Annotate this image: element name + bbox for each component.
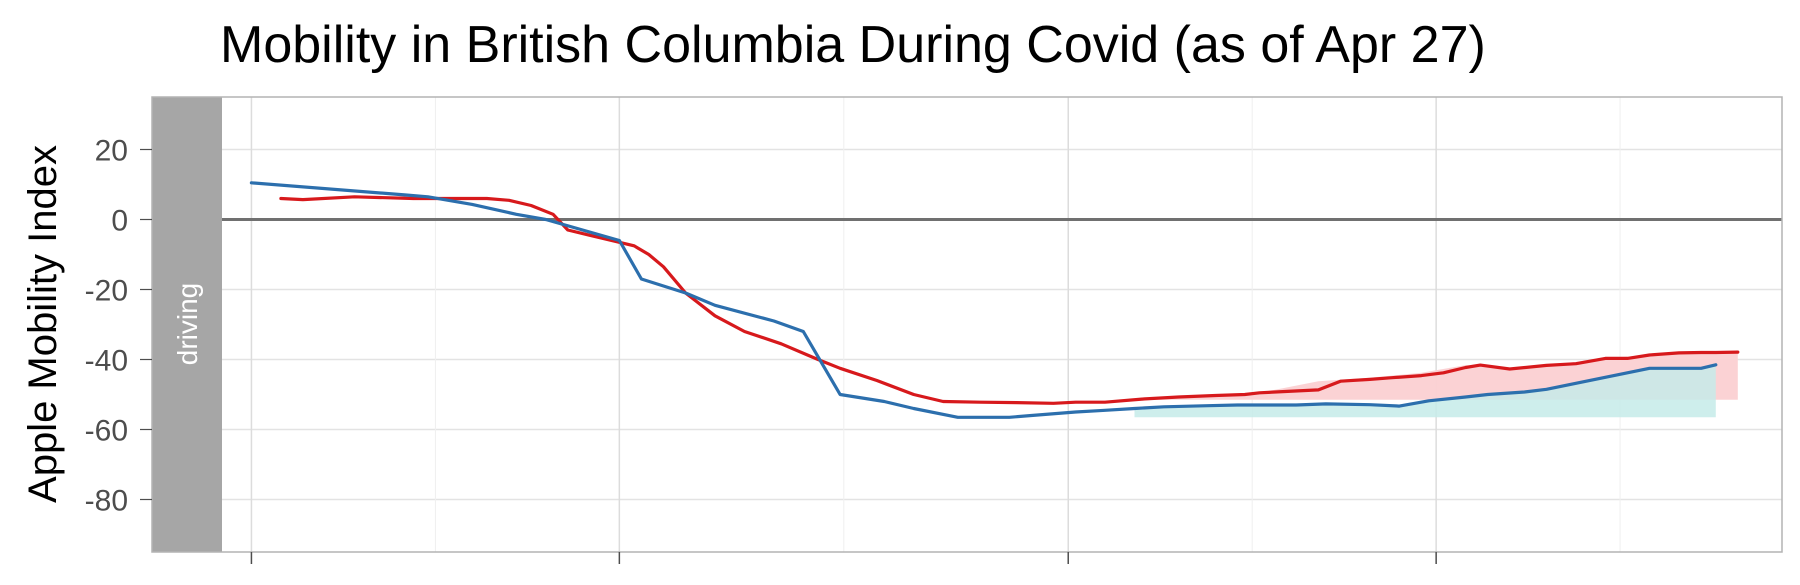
y-axis-label: Apple Mobility Index bbox=[21, 145, 65, 503]
ribbon-fill-2 bbox=[1134, 364, 1716, 418]
series-line-2 bbox=[249, 181, 1718, 419]
y-tick-label: -60 bbox=[85, 415, 128, 448]
ribbon-fills bbox=[1134, 352, 1738, 418]
plot-panel bbox=[222, 97, 1782, 552]
series-lines bbox=[249, 181, 1740, 419]
x-axis bbox=[250, 552, 1437, 564]
y-tick-label: 20 bbox=[95, 135, 128, 168]
facet-label: driving bbox=[172, 283, 203, 365]
y-tick-label: 0 bbox=[111, 205, 128, 238]
y-tick-label: -80 bbox=[85, 485, 128, 518]
chart-title: Mobility in British Columbia During Covi… bbox=[220, 16, 1486, 74]
panel-border bbox=[151, 96, 1783, 553]
facet-strip bbox=[152, 97, 222, 552]
y-tick-label: -40 bbox=[85, 345, 128, 378]
series-line-1 bbox=[279, 195, 1740, 405]
y-tick-label: -20 bbox=[85, 275, 128, 308]
y-axis: 20 0 -20 -40 -60 -80 bbox=[85, 135, 152, 518]
